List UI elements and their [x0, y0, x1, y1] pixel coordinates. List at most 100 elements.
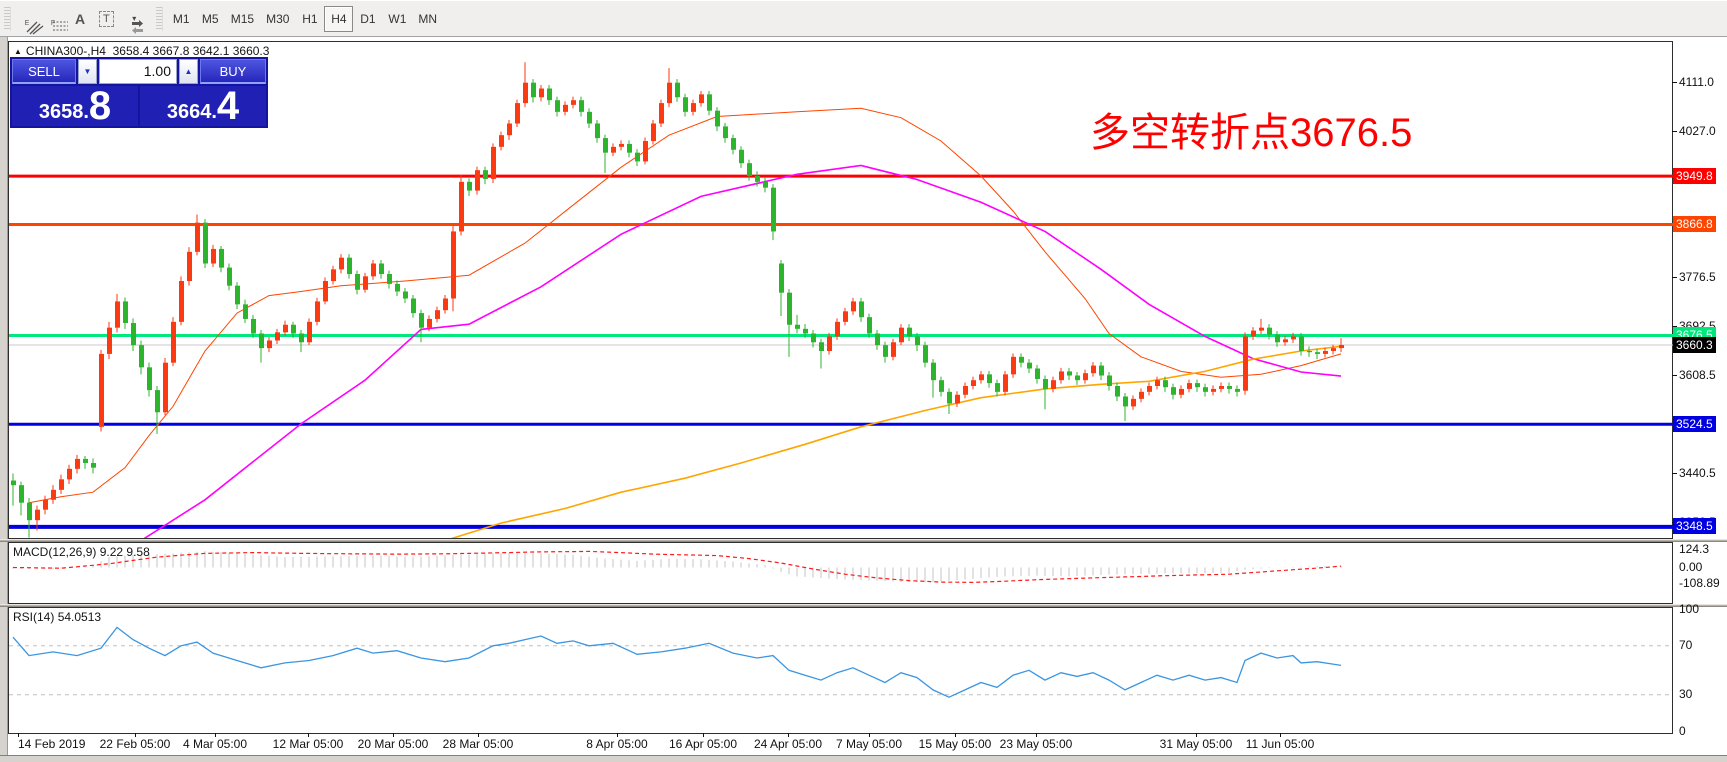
macd-label: MACD(12,26,9) 9.22 9.58 [13, 545, 150, 559]
rsi-current-value: 54.0513 [57, 610, 102, 624]
date-tick [1280, 733, 1281, 737]
timeframe-button-d1[interactable]: D1 [360, 11, 376, 26]
date-tick [478, 733, 479, 737]
sell-price-big-digit: 8 [88, 86, 112, 126]
text-label-icon: T [99, 10, 114, 27]
date-label: 8 Apr 05:00 [586, 737, 648, 751]
volume-input[interactable]: 1.00 [99, 59, 177, 84]
date-tick [308, 733, 309, 737]
tool-glyph: F [50, 20, 56, 27]
date-label: 15 May 05:00 [918, 737, 992, 751]
chevron-down-icon: ▾ [132, 14, 137, 23]
rsi-scale-label: 0 [1679, 724, 1686, 738]
date-label: 12 Mar 05:00 [272, 737, 344, 751]
equidistant-channel-button[interactable]: E [15, 6, 44, 35]
price-line-badge: 3866.8 [1673, 216, 1716, 232]
price-line-badge: 3348.5 [1673, 518, 1716, 534]
date-tick [788, 733, 789, 737]
date-label: 24 Apr 05:00 [753, 737, 823, 751]
panel-splitter-2[interactable] [0, 604, 1727, 607]
timeframe-button-m5[interactable]: M5 [201, 11, 219, 26]
price-line-badge: 3660.3 [1673, 337, 1716, 353]
ma-fast-orangered [28, 107, 1342, 504]
volume-increase-button[interactable]: ▲ [179, 59, 198, 84]
price-tick [1672, 473, 1677, 474]
buy-price-dot: . [211, 101, 217, 123]
text-label-button[interactable]: T [93, 6, 120, 32]
price-tick-label: 4111.0 [1679, 75, 1714, 89]
timeframe-buttons: M1 M5 M15 M30 H1 H4 D1 W1 MN [167, 5, 443, 32]
buy-price-main: 3664 [166, 101, 212, 123]
window-left-edge [0, 37, 8, 762]
date-label: 23 May 05:00 [999, 737, 1073, 751]
toolbar-grip[interactable] [4, 6, 11, 31]
date-tick [135, 733, 136, 737]
date-label: 11 Jun 05:00 [1245, 737, 1315, 751]
rsi-label: RSI(14) 54.0513 [13, 610, 101, 624]
date-label: 28 Mar 05:00 [442, 737, 514, 751]
date-label: 31 May 05:00 [1159, 737, 1233, 751]
rsi-scale-label: 100 [1679, 602, 1700, 616]
date-label: 16 Apr 05:00 [668, 737, 738, 751]
text-button[interactable]: A [67, 6, 93, 32]
buy-price-display[interactable]: 3664. 4 [140, 86, 266, 126]
text-icon: A [74, 10, 86, 27]
buy-button[interactable]: BUY [200, 59, 266, 84]
macd-canvas[interactable] [9, 543, 1673, 603]
timeframe-button-m30[interactable]: M30 [266, 11, 290, 26]
main-chart-panel [8, 41, 1673, 539]
chart-annotation-text[interactable]: 多空转折点3676.5 [1090, 111, 1413, 155]
sell-button[interactable]: SELL [12, 59, 76, 84]
price-tick-label: 3608.5 [1679, 368, 1716, 382]
rsi-scale-label: 70 [1679, 638, 1693, 652]
date-label: 22 Feb 05:00 [99, 737, 171, 751]
macd-scale-label: 0.00 [1679, 560, 1703, 574]
timeframe-button-mn[interactable]: MN [418, 11, 438, 26]
sell-price-dot: . [83, 101, 89, 123]
date-tick [1036, 733, 1037, 737]
price-tick [1672, 326, 1677, 327]
arrows-button[interactable]: ▾ [120, 6, 146, 34]
toolbar-grip-2[interactable] [155, 6, 163, 31]
date-tick [703, 733, 704, 737]
sell-price-main: 3658 [38, 101, 84, 123]
date-tick [215, 733, 216, 737]
chart-ohlc-values: 3658.4 3667.8 3642.1 3660.3 [112, 44, 270, 58]
window-bottom-edge [0, 755, 1727, 762]
chart-symbol-timeframe: CHINA300-,H4 [25, 44, 106, 58]
buy-price-big-digit: 4 [216, 86, 240, 126]
date-tick [869, 733, 870, 737]
chart-collapse-icon[interactable]: ▲ [14, 47, 22, 56]
price-tick-label: 4027.0 [1679, 124, 1716, 138]
ma-long-orange [450, 345, 1342, 538]
rsi-canvas[interactable] [9, 608, 1673, 733]
macd-scale-label: -108.89 [1679, 576, 1720, 590]
timeframe-button-m15[interactable]: M15 [230, 11, 255, 26]
ma-slow-magenta [143, 164, 1342, 538]
panel-splitter-1[interactable] [0, 539, 1727, 542]
price-tick-label: 3440.5 [1679, 466, 1716, 480]
macd-scale-label: 124.3 [1679, 542, 1710, 556]
date-label: 14 Feb 2019 [18, 737, 86, 751]
fibonacci-button[interactable]: F [41, 6, 68, 32]
date-tick [18, 733, 19, 737]
sell-price-display[interactable]: 3658. 8 [12, 86, 138, 126]
rsi-panel [8, 607, 1673, 734]
timeframe-button-m1[interactable]: M1 [172, 11, 190, 26]
date-tick [1196, 733, 1197, 737]
main-chart-canvas[interactable] [9, 42, 1673, 538]
volume-decrease-button[interactable]: ▼ [78, 59, 97, 84]
price-tick-label: 3776.5 [1679, 270, 1716, 284]
toolbar: E F A T ▾ M1 M5 M15 M30 H1 H4 D1 W1 MN [0, 0, 1727, 37]
date-label: 7 May 05:00 [835, 737, 903, 751]
timeframe-button-w1[interactable]: W1 [388, 11, 407, 26]
tool-glyph: E [24, 20, 30, 27]
timeframe-button-h1[interactable]: H1 [302, 11, 318, 26]
price-line-badge: 3949.8 [1673, 168, 1716, 184]
timeframe-button-h4[interactable]: H4 [324, 5, 354, 32]
price-tick [1672, 277, 1677, 278]
date-tick [955, 733, 956, 737]
rsi-name: RSI(14) [13, 610, 55, 624]
macd-name: MACD(12,26,9) [13, 545, 97, 559]
date-tick [617, 733, 618, 737]
